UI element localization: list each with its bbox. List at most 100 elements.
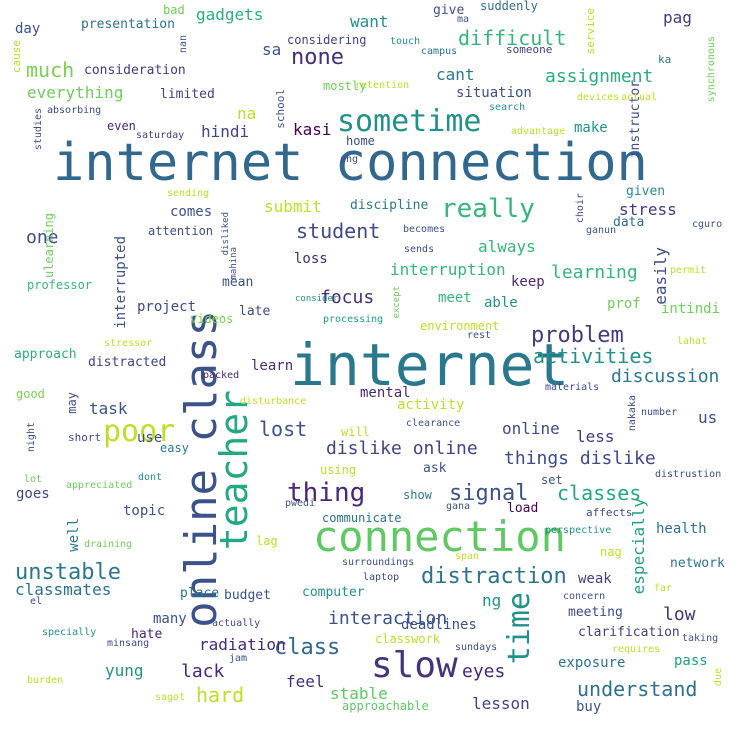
cloud-word: mean: [222, 275, 254, 290]
cloud-word: sagot: [155, 692, 186, 703]
cloud-word: distraction: [421, 564, 567, 589]
cloud-word: na: [237, 104, 257, 123]
cloud-word: poor: [103, 414, 176, 449]
cloud-word: meet: [438, 290, 472, 306]
cloud-word: far: [654, 583, 673, 594]
cloud-word: pwedi: [285, 498, 316, 509]
cloud-word: limited: [160, 87, 215, 102]
cloud-word: will: [341, 425, 370, 439]
cloud-word: eyes: [462, 661, 506, 682]
cloud-word: activities: [533, 344, 654, 368]
cloud-word: ganun: [586, 225, 617, 236]
cloud-word: focus: [320, 287, 375, 308]
cloud-word: sends: [404, 244, 435, 255]
cloud-word: cant: [436, 65, 475, 84]
cloud-word: much: [26, 58, 75, 82]
cloud-word: lesson: [472, 694, 530, 713]
cloud-word: radiation: [199, 635, 286, 654]
cloud-word: online: [502, 419, 560, 438]
cloud-word: retention: [355, 80, 410, 91]
cloud-word: good: [16, 387, 45, 401]
cloud-word: deadlines: [401, 617, 477, 633]
cloud-word: comes: [170, 204, 213, 220]
cloud-word: actually: [212, 618, 261, 629]
cloud-word: nan: [178, 35, 189, 54]
cloud-word: activity: [397, 397, 465, 413]
cloud-word: gana: [446, 501, 471, 512]
cloud-word: stress: [619, 200, 677, 219]
cloud-word: cause: [10, 40, 23, 74]
cloud-word: us: [698, 408, 718, 427]
cloud-word: given: [626, 184, 666, 199]
cloud-word: really: [441, 194, 535, 224]
cloud-word: service: [584, 8, 597, 55]
cloud-word: yung: [105, 661, 144, 680]
cloud-word: discussion: [611, 366, 720, 387]
cloud-word: may: [65, 392, 79, 414]
cloud-word: slow: [371, 645, 458, 686]
cloud-word: night: [26, 422, 37, 453]
cloud-word: classwork: [375, 632, 441, 646]
cloud-word: dont: [138, 472, 163, 483]
cloud-word: approachable: [342, 699, 429, 713]
cloud-word: meeting: [568, 605, 623, 620]
cloud-word: everything: [27, 83, 124, 102]
cloud-word: classes: [557, 481, 642, 505]
cloud-word: gadgets: [196, 5, 264, 24]
cloud-word: synchronous: [706, 36, 717, 103]
cloud-word: ulearning: [42, 213, 56, 279]
cloud-word: using: [320, 463, 357, 477]
cloud-word: teacher: [212, 390, 256, 551]
cloud-word: things dislike: [504, 448, 656, 469]
cloud-word: taking: [682, 633, 719, 644]
cloud-word: one: [26, 227, 59, 248]
cloud-word: someone: [506, 43, 553, 56]
cloud-word: unstable: [15, 560, 121, 585]
cloud-word: learning: [551, 262, 638, 283]
cloud-word: advantage: [511, 126, 566, 137]
cloud-word: actual: [621, 92, 658, 103]
cloud-word: surroundings: [342, 557, 415, 568]
cloud-word: data: [613, 215, 645, 230]
cloud-word: keep: [511, 274, 545, 290]
cloud-word: permit: [670, 265, 707, 276]
cloud-word: lost: [259, 417, 308, 441]
cloud-word: burden: [27, 675, 64, 686]
cloud-word: situation: [456, 85, 532, 101]
cloud-word: mostly: [323, 79, 367, 93]
cloud-word: specially: [42, 627, 97, 638]
cloud-word: goes: [16, 486, 50, 502]
cloud-word: hard: [196, 683, 245, 707]
cloud-word: interaction: [328, 608, 448, 629]
cloud-word: interrupted: [113, 236, 129, 329]
cloud-word: day: [15, 21, 41, 37]
cloud-word: thing: [287, 478, 366, 508]
cloud-word: able: [484, 295, 518, 311]
cloud-word: internet connection: [53, 133, 648, 193]
cloud-word: draining: [84, 539, 133, 550]
cloud-word: ang: [340, 154, 359, 165]
cloud-word: ng: [482, 591, 502, 610]
cloud-word: cguro: [692, 219, 723, 230]
cloud-word: minsang: [107, 638, 150, 649]
cloud-word: due: [713, 668, 724, 687]
cloud-word: budget: [224, 588, 271, 603]
cloud-word: absorbing: [47, 105, 102, 116]
cloud-word: choir: [575, 193, 586, 224]
cloud-word: even: [107, 119, 136, 133]
cloud-word: project: [137, 299, 197, 315]
cloud-word: ask: [423, 461, 447, 476]
cloud-word: late: [239, 304, 271, 319]
cloud-word: jam: [229, 653, 248, 664]
cloud-word: time: [502, 592, 537, 665]
cloud-word: set: [541, 473, 563, 487]
cloud-word: lack: [181, 661, 225, 682]
cloud-word: touch: [390, 36, 421, 47]
cloud-word: stressor: [104, 338, 153, 349]
cloud-word: weak: [578, 571, 612, 587]
cloud-word: distracted: [88, 355, 167, 370]
cloud-word: approach: [14, 347, 77, 362]
cloud-word: easy: [160, 441, 189, 455]
cloud-word: load: [507, 501, 539, 516]
cloud-word: professor: [27, 278, 93, 292]
